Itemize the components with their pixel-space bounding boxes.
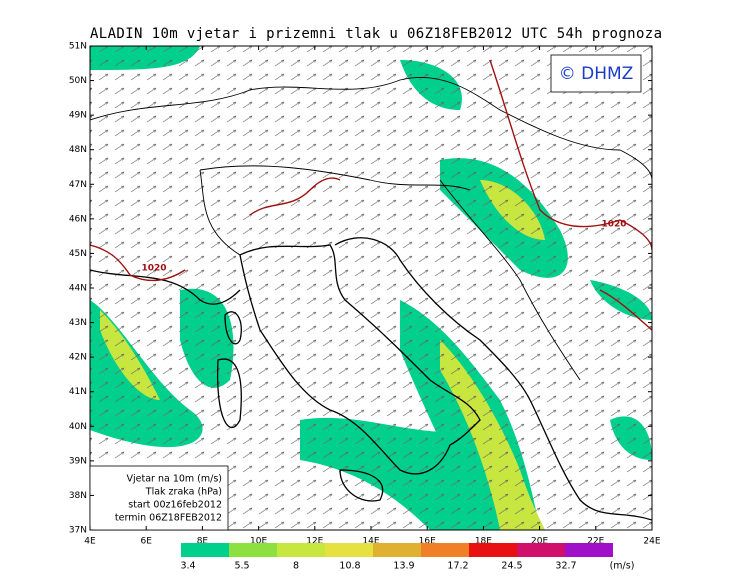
lon-label: 12E xyxy=(306,537,323,547)
lat-label: 45N xyxy=(69,249,87,259)
lon-axis: 4E 6E 8E 10E 12E 14E 16E 18E 20E 22E 24E xyxy=(84,46,661,547)
lat-label: 42N xyxy=(69,353,87,363)
scale-label: 8 xyxy=(293,561,299,572)
scale-label: 10.8 xyxy=(339,561,360,572)
scale-label: 3.4 xyxy=(180,561,195,572)
color-swatch xyxy=(421,543,469,557)
isobars xyxy=(90,59,652,331)
lat-label: 51N xyxy=(69,42,87,52)
color-swatch xyxy=(565,543,613,557)
lat-label: 48N xyxy=(69,145,87,155)
color-swatch xyxy=(469,543,517,557)
borders xyxy=(90,76,652,381)
scale-label: 5.5 xyxy=(234,561,249,572)
coastlines xyxy=(90,237,652,521)
lon-label: 6E xyxy=(140,537,152,547)
lat-label: 41N xyxy=(69,387,87,397)
legend: Vjetar na 10m (m/s) Tlak zraka (hPa) start… xyxy=(115,474,222,524)
lat-label: 40N xyxy=(69,422,87,432)
lon-label: 18E xyxy=(475,537,492,547)
lat-label: 47N xyxy=(69,180,87,190)
color-swatch xyxy=(181,543,229,557)
scale-unit: (m/s) xyxy=(610,561,635,572)
title: ALADIN 10m vjetar i prizemni tlak u 06Z1… xyxy=(90,26,662,42)
lon-label: 16E xyxy=(419,537,436,547)
legend-box xyxy=(89,465,229,531)
lat-label: 50N xyxy=(69,76,87,86)
isobar-label: 1020 xyxy=(141,264,166,274)
lon-label: 24E xyxy=(643,537,660,547)
lat-label: 38N xyxy=(69,491,87,501)
logo-box xyxy=(550,54,642,93)
scale-label: 32.7 xyxy=(555,561,576,572)
color-swatch xyxy=(517,543,565,557)
color-swatch xyxy=(229,543,277,557)
lat-label: 49N xyxy=(69,111,87,121)
lon-label: 10E xyxy=(250,537,267,547)
isobar-label: 1020 xyxy=(601,220,626,230)
lon-label: 4E xyxy=(84,537,96,547)
scale-label: 13.9 xyxy=(393,561,414,572)
color-swatch xyxy=(277,543,325,557)
scale-label: 24.5 xyxy=(501,561,522,572)
legend-line: Vjetar na 10m (m/s) xyxy=(127,474,223,485)
logo: © DHMZ xyxy=(559,64,634,84)
lon-label: 20E xyxy=(531,537,548,547)
lon-label: 8E xyxy=(197,537,209,547)
color-swatch xyxy=(325,543,373,557)
lat-label: 39N xyxy=(69,456,87,466)
lat-label: 37N xyxy=(69,526,87,536)
lon-label: 22E xyxy=(587,537,604,547)
lat-label: 44N xyxy=(69,284,87,294)
legend-line: termin 06Z18FEB2012 xyxy=(115,513,222,524)
color-swatch xyxy=(373,543,421,557)
lat-label: 43N xyxy=(69,318,87,328)
map-area: 1020 1020 xyxy=(90,46,652,530)
scale-label: 17.2 xyxy=(447,561,468,572)
lat-axis: 51N 50N 49N 48N 47N 46N 45N 44N 43N 42N 41N 40N 39N 3… xyxy=(69,42,652,536)
lon-label: 14E xyxy=(362,537,379,547)
lat-label: 46N xyxy=(69,214,87,224)
color-scale: 3.4 5.5 8 10.8 13.9 17.2 24.5 32.7 (m/s) xyxy=(180,543,634,572)
legend-line: Tlak zraka (hPa) xyxy=(145,487,222,498)
legend-line: start 00z16feb2012 xyxy=(128,500,222,511)
